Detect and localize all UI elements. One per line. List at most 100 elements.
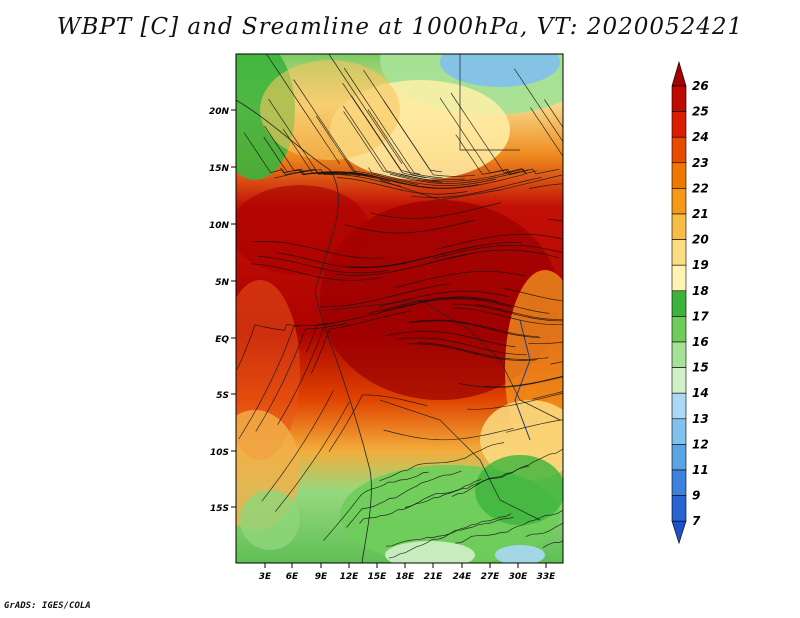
streamline — [396, 337, 527, 356]
lon-label: 33E — [537, 572, 557, 582]
colorbar-bin — [671, 469, 687, 496]
streamline — [367, 109, 465, 180]
lat-label: 15N — [209, 164, 230, 174]
streamline — [276, 252, 407, 269]
streamline — [343, 105, 440, 182]
streamline — [475, 304, 563, 321]
streamline — [484, 375, 563, 388]
lat-label: 5S — [216, 391, 229, 401]
streamline — [268, 98, 361, 177]
colorbar-bin — [671, 213, 687, 240]
colorbar-label: 16 — [692, 335, 709, 349]
colorbar-label: 13 — [692, 412, 709, 426]
streamline — [367, 296, 498, 314]
colorbar-label: 20 — [692, 233, 709, 247]
streamline — [419, 297, 550, 314]
streamline — [433, 244, 563, 259]
colorbar-bin — [671, 188, 687, 215]
colorbar-label: 19 — [692, 258, 709, 272]
colorbar-bin — [671, 392, 687, 420]
colorbar-bin — [671, 367, 687, 394]
streamline — [455, 510, 563, 544]
streamline — [528, 341, 563, 345]
streamline — [322, 471, 429, 542]
streamline — [343, 111, 443, 183]
colorbar-bin — [671, 444, 687, 471]
streamline — [395, 270, 526, 288]
colorbar-label: 18 — [692, 284, 709, 298]
streamline — [243, 132, 349, 176]
streamline — [368, 167, 496, 186]
streamline — [335, 254, 466, 276]
streamline — [544, 99, 563, 128]
streamline — [282, 128, 391, 182]
streamline — [428, 249, 559, 264]
lon-label: 3E — [259, 572, 272, 582]
colorbar-label: 7 — [692, 514, 701, 528]
streamlines — [236, 54, 563, 559]
lat-label: 5N — [215, 278, 229, 288]
streamline — [458, 376, 563, 388]
lat-label: EQ — [215, 335, 229, 345]
streamline — [411, 177, 542, 198]
lat-label: 15S — [210, 504, 229, 514]
colorbar-label: 23 — [692, 156, 709, 170]
streamline — [363, 70, 443, 173]
streamline — [257, 256, 389, 274]
streamline — [389, 171, 520, 184]
streamline — [388, 513, 512, 559]
streamline — [346, 470, 462, 528]
lon-label: 12E — [340, 572, 360, 582]
streamline — [236, 322, 335, 370]
lon-label: 18E — [396, 572, 416, 582]
colorbar-bin — [671, 136, 687, 164]
streamline — [379, 290, 510, 307]
streamline — [310, 310, 412, 374]
streamline — [385, 330, 516, 348]
streamline — [435, 233, 563, 250]
latitude-axis: 20N 15N 10N 5N EQ 5S 10S 15S — [209, 107, 236, 514]
colorbar-label: 22 — [692, 181, 709, 195]
lat-label: 10N — [209, 221, 230, 231]
lat-label: 20N — [209, 107, 230, 117]
streamline — [252, 241, 384, 259]
streamline — [452, 307, 563, 326]
colorbar-arrow-top — [671, 60, 687, 87]
streamline — [450, 92, 537, 174]
colorbar-label: 17 — [692, 309, 709, 323]
colorbar-bin — [671, 495, 687, 522]
lon-label: 21E — [424, 572, 444, 582]
colorbar-label: 12 — [692, 437, 709, 451]
streamline — [408, 319, 539, 338]
streamline — [359, 479, 482, 524]
streamline — [506, 419, 563, 433]
streamline — [532, 391, 563, 400]
streamline — [255, 327, 324, 432]
streamline — [467, 392, 563, 410]
streamline — [514, 68, 563, 143]
lon-label: 27E — [481, 572, 501, 582]
map-field — [236, 54, 563, 563]
streamline — [525, 522, 563, 537]
streamline — [348, 245, 479, 268]
lon-label: 30E — [509, 572, 529, 582]
streamline — [452, 303, 563, 322]
lon-label: 6E — [286, 572, 299, 582]
streamline — [439, 97, 529, 175]
streamline — [394, 173, 525, 189]
streamline — [351, 95, 443, 179]
colorbar-bin — [671, 239, 687, 266]
chart-title: WBPT [C] and Sreamline at 1000hPa, VT: 2… — [56, 14, 744, 40]
streamline — [530, 107, 563, 157]
streamline — [277, 322, 348, 425]
colorbar: 26 25 24 23 22 21 20 19 18 17 16 15 14 13 12 11 9 7 — [671, 60, 709, 545]
streamline — [306, 303, 417, 353]
streamline — [550, 361, 563, 365]
colorbar-bin — [671, 341, 687, 368]
footer-credit: GrADS: IGES/COLA — [4, 601, 91, 611]
streamline — [404, 465, 530, 508]
colorbar-label: 21 — [692, 207, 709, 221]
streamline — [263, 136, 374, 177]
streamline — [343, 67, 420, 175]
streamline — [345, 219, 476, 234]
